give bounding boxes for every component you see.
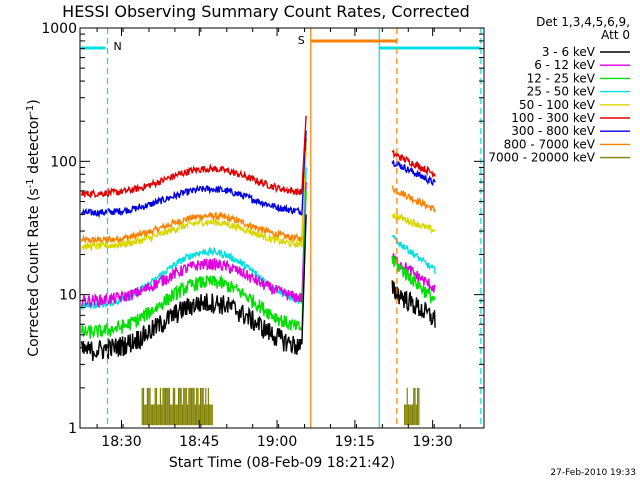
series-line xyxy=(391,149,436,178)
legend-label: 12 - 25 keV xyxy=(527,71,596,85)
timestamp: 27-Feb-2010 19:33 xyxy=(550,468,636,478)
legend-label: 25 - 50 keV xyxy=(527,85,596,99)
series-line xyxy=(391,160,436,187)
series-line xyxy=(80,137,307,245)
legend-label: 3 - 6 keV xyxy=(542,45,596,59)
legend-header-line1: Det 1,3,4,5,6,9, xyxy=(536,15,630,29)
y-tick-label: 1 xyxy=(68,421,77,437)
series-line xyxy=(391,234,436,274)
saa-flag-label: S xyxy=(298,34,305,47)
x-tick-label: 19:00 xyxy=(257,434,297,450)
legend-label: 7000 - 20000 keV xyxy=(488,151,595,165)
series-line xyxy=(391,280,436,328)
y-axis-label-sup2: -1 xyxy=(25,105,36,115)
x-tick-label: 18:45 xyxy=(179,434,219,450)
chart-title: HESSI Observing Summary Count Rates, Cor… xyxy=(62,2,470,21)
series-line xyxy=(80,190,307,339)
y-tick-label: 10 xyxy=(59,288,77,304)
series-line xyxy=(80,150,307,252)
x-axis-label: Start Time (08-Feb-09 18:21:42) xyxy=(169,455,395,471)
series-line xyxy=(80,130,307,219)
series-line xyxy=(80,115,307,199)
legend-label: 800 - 7000 keV xyxy=(504,137,596,151)
series-line xyxy=(391,185,436,213)
legend-label: 300 - 800 keV xyxy=(511,124,595,138)
y-tick-label: 100 xyxy=(50,154,77,170)
series-line xyxy=(391,255,436,304)
x-tick-label: 18:30 xyxy=(101,434,141,450)
y-axis-label-sup1: -1 xyxy=(25,178,36,188)
y-axis-label-part1: Corrected Count Rate (s xyxy=(26,188,42,356)
legend-label: 100 - 300 keV xyxy=(511,111,595,125)
legend-header-line2: Att 0 xyxy=(601,28,630,42)
x-tick-label: 19:15 xyxy=(335,434,375,450)
y-axis-label-part2: detector xyxy=(26,115,42,179)
y-axis-label: Corrected Count Rate (s-1 detector-1) xyxy=(25,99,43,356)
y-tick-label: 1000 xyxy=(41,21,77,37)
night-flag-label: N xyxy=(113,40,121,53)
series-line xyxy=(80,214,307,362)
axes: 18:30 18:45 19:00 19:15 19:30 1 10 100 1000 xyxy=(41,21,484,450)
legend-label: 50 - 100 keV xyxy=(519,98,596,112)
series-line xyxy=(391,212,436,235)
plot-frame xyxy=(79,27,485,429)
series-line xyxy=(80,181,307,309)
x-tick-label: 19:30 xyxy=(412,434,452,450)
legend-label: 6 - 12 keV xyxy=(534,58,596,72)
y-axis-label-part3: ) xyxy=(26,99,42,104)
